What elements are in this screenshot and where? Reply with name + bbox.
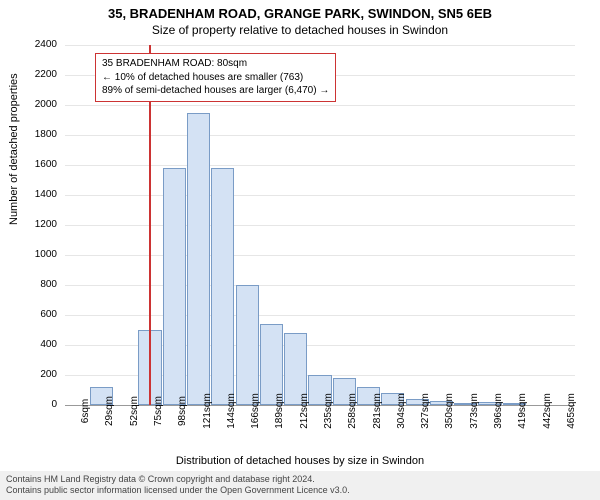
y-tick-label: 1400 — [17, 190, 57, 200]
x-tick-label: 212sqm — [299, 393, 310, 429]
y-tick-label: 400 — [17, 340, 57, 350]
x-tick-label: 350sqm — [444, 393, 455, 429]
gridline — [65, 225, 575, 226]
y-tick-label: 2400 — [17, 40, 57, 50]
x-tick-label: 144sqm — [226, 393, 237, 429]
gridline — [65, 45, 575, 46]
y-tick-label: 2200 — [17, 70, 57, 80]
gridline — [65, 315, 575, 316]
x-tick-label: 373sqm — [469, 393, 480, 429]
x-tick-label: 465sqm — [566, 393, 577, 429]
x-tick-label: 52sqm — [129, 396, 140, 426]
x-tick-label: 235sqm — [323, 393, 334, 429]
chart-title-sub: Size of property relative to detached ho… — [0, 23, 600, 37]
histogram-bar — [163, 168, 186, 405]
info-box-line: 35 BRADENHAM ROAD: 80sqm — [102, 57, 329, 71]
info-box: 35 BRADENHAM ROAD: 80sqm← 10% of detache… — [95, 53, 336, 102]
x-tick-label: 281sqm — [372, 393, 383, 429]
x-tick-label: 396sqm — [493, 393, 504, 429]
x-tick-label: 166sqm — [250, 393, 261, 429]
gridline — [65, 135, 575, 136]
x-tick-label: 6sqm — [80, 399, 91, 423]
x-axis-label: Distribution of detached houses by size … — [0, 455, 600, 467]
x-tick-label: 75sqm — [153, 396, 164, 426]
chart-title-main: 35, BRADENHAM ROAD, GRANGE PARK, SWINDON… — [0, 0, 600, 21]
x-tick-label: 304sqm — [396, 393, 407, 429]
y-tick-label: 2000 — [17, 100, 57, 110]
info-box-line: 89% of semi-detached houses are larger (… — [102, 84, 329, 98]
footer: Contains HM Land Registry data © Crown c… — [0, 471, 600, 500]
y-tick-label: 1600 — [17, 160, 57, 170]
y-tick-label: 1800 — [17, 130, 57, 140]
x-tick-label: 29sqm — [104, 396, 115, 426]
gridline — [65, 165, 575, 166]
footer-line-1: Contains HM Land Registry data © Crown c… — [6, 474, 594, 486]
histogram-bar — [187, 113, 210, 406]
histogram-bar — [236, 285, 259, 405]
gridline — [65, 105, 575, 106]
x-tick-label: 419sqm — [517, 393, 528, 429]
x-tick-label: 98sqm — [177, 396, 188, 426]
y-tick-label: 200 — [17, 370, 57, 380]
x-tick-label: 189sqm — [274, 393, 285, 429]
x-tick-label: 121sqm — [202, 393, 213, 429]
gridline — [65, 285, 575, 286]
gridline — [65, 255, 575, 256]
y-tick-label: 0 — [17, 400, 57, 410]
y-tick-label: 600 — [17, 310, 57, 320]
histogram-bar — [211, 168, 234, 405]
y-tick-label: 800 — [17, 280, 57, 290]
info-box-line: ← 10% of detached houses are smaller (76… — [102, 71, 329, 85]
gridline — [65, 195, 575, 196]
x-tick-label: 258sqm — [347, 393, 358, 429]
y-tick-label: 1000 — [17, 250, 57, 260]
y-tick-label: 1200 — [17, 220, 57, 230]
x-tick-label: 327sqm — [420, 393, 431, 429]
y-axis-label: Number of detached properties — [8, 73, 20, 225]
x-tick-label: 442sqm — [542, 393, 553, 429]
footer-line-2: Contains public sector information licen… — [6, 485, 594, 497]
plot-area: 35 BRADENHAM ROAD: 80sqm← 10% of detache… — [65, 45, 575, 405]
chart-container: 35, BRADENHAM ROAD, GRANGE PARK, SWINDON… — [0, 0, 600, 500]
